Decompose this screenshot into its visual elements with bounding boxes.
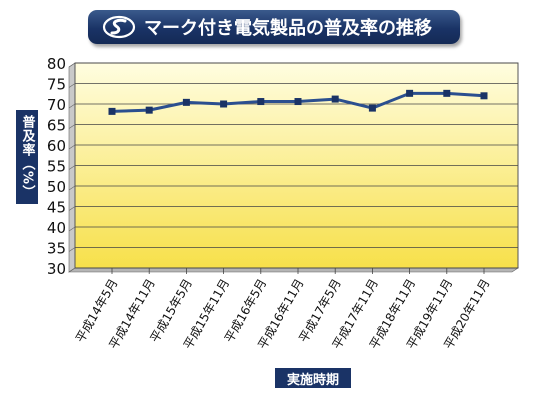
s-mark-logo: [102, 15, 136, 39]
gridline-depth: [68, 103, 76, 109]
y-tick-label: 55: [47, 158, 66, 176]
y-tick-label: 30: [47, 260, 66, 278]
y-tick-label: 70: [47, 96, 66, 114]
x-axis-label-box: 実施時期: [275, 368, 351, 388]
data-point: [368, 104, 376, 112]
gridline-depth: [68, 124, 76, 129]
y-tick-label: 45: [47, 199, 66, 217]
x-axis-label: 実施時期: [286, 372, 339, 388]
gridline-depth: [68, 83, 76, 88]
data-point: [220, 100, 228, 108]
gridline-depth: [68, 267, 76, 273]
gridline-depth: [68, 165, 76, 170]
gridline-depth: [68, 206, 76, 211]
data-point: [108, 107, 116, 115]
plot-floor: [68, 267, 519, 273]
data-point: [331, 95, 339, 103]
y-axis-label-box: 普及率（%）: [16, 110, 38, 204]
y-tick-label: 65: [47, 117, 66, 135]
y-tick-label: 40: [47, 219, 66, 237]
gridline-depth: [68, 185, 76, 191]
chart-title-banner: マーク付き電気製品の普及率の推移: [88, 10, 460, 44]
gridline-depth: [68, 226, 76, 232]
y-tick-label: 60: [47, 137, 66, 155]
data-point: [145, 106, 153, 114]
data-point: [182, 98, 190, 106]
gridline-depth: [68, 62, 76, 68]
gridline-depth: [68, 144, 76, 150]
data-point: [257, 98, 265, 106]
y-tick-label: 75: [47, 76, 66, 94]
chart-title: マーク付き電気製品の普及率の推移: [144, 18, 432, 39]
y-tick-label: 80: [47, 55, 66, 73]
y-tick-label: 35: [47, 240, 66, 258]
data-point: [294, 98, 302, 106]
gridline-depth: [68, 247, 76, 252]
data-point: [480, 92, 488, 100]
data-point: [406, 89, 414, 97]
data-point: [443, 89, 451, 97]
y-axis-label: 普及率（%）: [19, 114, 35, 200]
y-tick-label: 50: [47, 178, 66, 196]
